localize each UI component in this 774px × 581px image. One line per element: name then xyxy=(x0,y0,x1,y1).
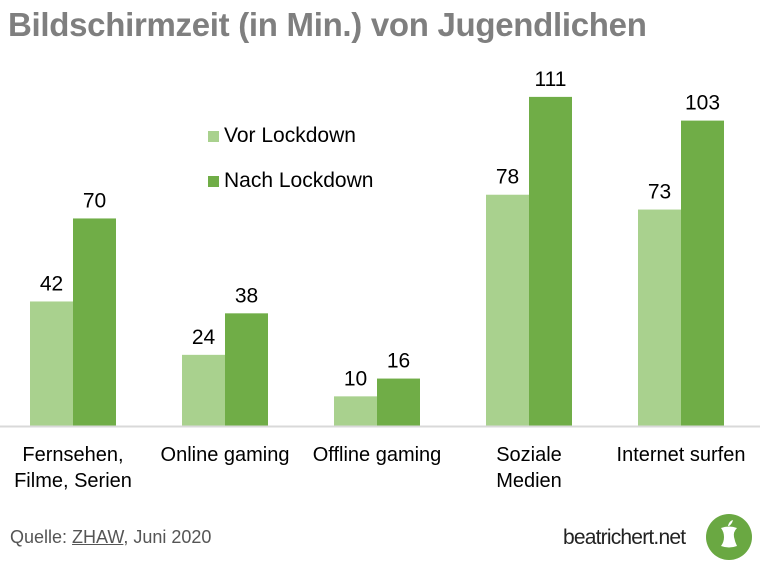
legend-swatch-nach xyxy=(208,175,219,187)
source-suffix: , Juni 2020 xyxy=(123,527,212,547)
brand-name: beatrichert.net xyxy=(563,526,686,549)
bar-vor-1 xyxy=(182,354,225,426)
bar-nach-3 xyxy=(529,96,572,426)
data-label-nach-0: 70 xyxy=(83,189,106,212)
bar-vor-2 xyxy=(334,396,377,426)
data-label-nach-1: 38 xyxy=(235,284,258,307)
data-label-nach-3: 111 xyxy=(535,68,567,91)
apple-core-icon xyxy=(721,520,737,548)
data-label-nach-2: 16 xyxy=(387,350,410,373)
x-tick-label-0-line2: Filme, Serien xyxy=(14,470,132,492)
x-tick-label-0: Fernsehen, xyxy=(22,444,123,466)
chart-title: Bildschirmzeit (in Min.) von Jugendliche… xyxy=(8,6,647,43)
bar-vor-4 xyxy=(638,209,681,426)
bar-nach-1 xyxy=(225,313,268,426)
bar-chart: 42 70 Fernsehen, Filme, Serien 24 38 Online ga… xyxy=(0,68,760,492)
brand-logo xyxy=(706,514,752,560)
x-tick-label-3: Soziale xyxy=(496,444,562,466)
bar-nach-2 xyxy=(377,378,420,426)
data-label-vor-3: 78 xyxy=(496,166,519,189)
legend-swatch-vor xyxy=(208,130,219,142)
data-label-vor-4: 73 xyxy=(648,181,671,204)
legend-item-vor-lockdown: Vor Lockdown xyxy=(208,124,356,148)
x-tick-label-3-line2: Medien xyxy=(496,470,562,492)
source-note: Quelle: ZHAW, Juni 2020 xyxy=(10,527,211,548)
legend-label-nach: Nach Lockdown xyxy=(224,169,374,192)
data-label-vor-2: 10 xyxy=(344,367,367,390)
bar-nach-0 xyxy=(73,218,116,426)
bar-vor-0 xyxy=(30,301,73,426)
x-tick-label-1: Online gaming xyxy=(161,444,290,466)
data-label-vor-0: 42 xyxy=(40,272,63,295)
source-prefix: Quelle: xyxy=(10,527,73,547)
x-tick-label-2: Offline gaming xyxy=(313,444,442,466)
data-label-vor-1: 24 xyxy=(192,326,216,349)
legend-item-nach-lockdown: Nach Lockdown xyxy=(208,169,373,193)
source-link-zhaw[interactable]: ZHAW xyxy=(72,527,124,547)
bar-vor-3 xyxy=(486,194,529,426)
bar-nach-4 xyxy=(681,120,724,426)
x-tick-label-4: Internet surfen xyxy=(617,444,746,466)
data-label-nach-4: 103 xyxy=(685,92,720,115)
legend-label-vor: Vor Lockdown xyxy=(224,124,356,147)
